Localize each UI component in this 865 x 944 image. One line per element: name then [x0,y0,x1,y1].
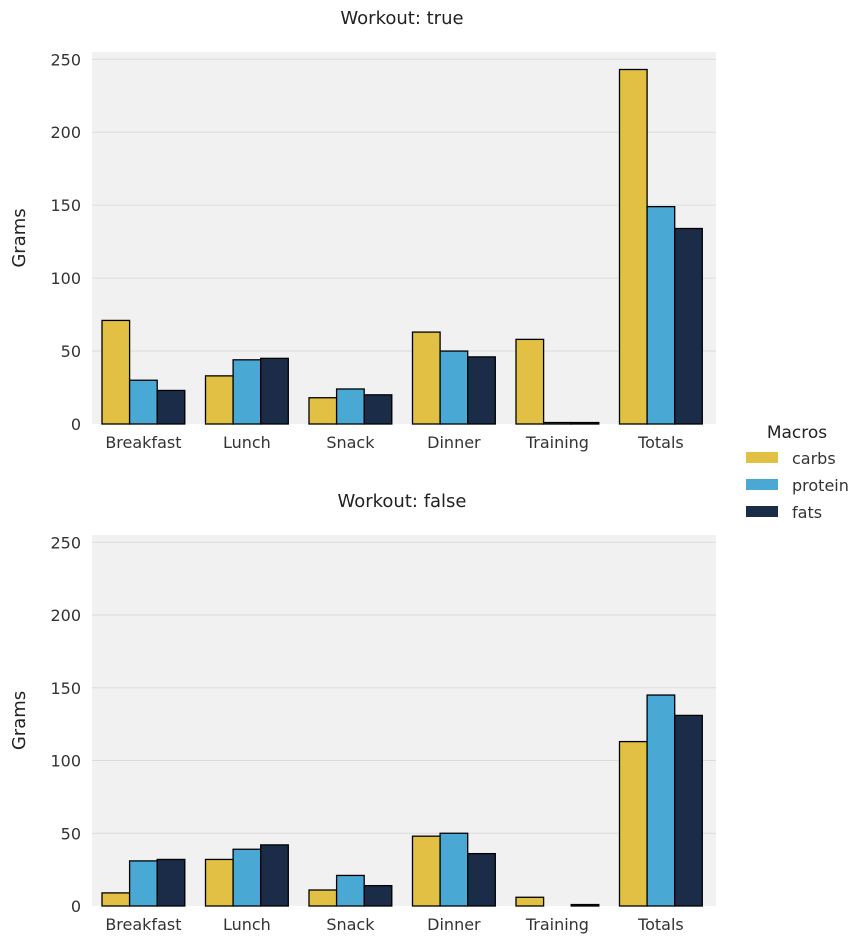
bar-protein-snack [335,388,365,425]
panel-title: Workout: true [340,8,463,29]
legend-label-protein: protein [792,476,849,495]
x-tick-label: Dinner [427,915,481,934]
y-axis-label: Grams [9,208,30,267]
y-axis-label: Grams [9,691,30,750]
legend-swatch-carbs [746,452,778,463]
x-tick-label: Lunch [223,433,271,452]
bar-protein-snack [335,874,365,907]
plot-area [92,52,716,424]
legend-swatch-protein [746,479,778,490]
x-tick-label: Breakfast [105,433,181,452]
y-tick-label: 150 [50,679,81,698]
y-tick-label: 100 [50,269,81,288]
bar-carbs-lunch [204,375,234,425]
bar-carbs-breakfast [101,892,131,907]
y-tick-label: 50 [61,342,81,361]
bar-carbs-training [515,896,545,907]
y-tick-label: 0 [71,897,81,916]
bar-fats-snack [363,394,393,425]
bar-carbs-breakfast [101,319,131,425]
x-tick-label: Training [525,915,589,934]
bar-fats-lunch [260,357,289,425]
bar-carbs-totals [618,68,648,425]
bar-carbs-lunch [204,858,234,907]
bar-carbs-training [515,338,545,425]
bar-fats-breakfast [156,858,186,907]
x-tick-label: Training [525,433,589,452]
x-tick-label: Totals [637,915,684,934]
bar-carbs-snack [308,397,338,425]
legend-label-fats: fats [792,503,822,522]
panel-title: Workout: false [337,491,466,512]
y-tick-label: 250 [50,533,81,552]
bar-fats-dinner [467,852,496,907]
bar-fats-lunch [260,844,289,907]
legend-label-carbs: carbs [792,449,836,468]
x-tick-label: Totals [637,433,684,452]
bar-protein-lunch [232,848,262,907]
y-tick-label: 100 [50,752,81,771]
bar-protein-training [542,421,572,425]
x-tick-label: Snack [326,433,375,452]
y-tick-label: 200 [50,606,81,625]
bar-carbs-dinner [411,835,441,907]
bar-protein-totals [646,694,676,907]
bar-fats-training [570,903,600,907]
y-tick-label: 50 [61,824,81,843]
bar-fats-snack [363,884,393,907]
y-tick-label: 150 [50,196,81,215]
bar-protein-breakfast [128,379,158,425]
y-tick-label: 0 [71,415,81,434]
bar-fats-breakfast [156,389,186,425]
x-tick-label: Breakfast [105,915,181,934]
y-tick-label: 200 [50,123,81,142]
bar-protein-breakfast [128,860,158,907]
bar-protein-totals [646,205,676,425]
bar-protein-dinner [439,350,469,425]
bar-carbs-snack [308,889,338,907]
x-tick-label: Dinner [427,433,481,452]
bar-protein-lunch [232,359,262,425]
x-tick-label: Lunch [223,915,271,934]
bar-fats-totals [674,714,703,907]
legend-title: Macros [767,423,827,443]
bar-fats-totals [674,227,703,425]
bar-carbs-dinner [411,331,441,425]
x-tick-label: Snack [326,915,375,934]
bar-fats-dinner [467,356,496,425]
y-tick-label: 250 [50,50,81,69]
bar-carbs-totals [618,740,648,907]
legend-swatch-fats [746,506,778,517]
bar-fats-training [570,421,600,425]
plot-area [92,535,716,906]
bar-protein-dinner [439,832,469,907]
